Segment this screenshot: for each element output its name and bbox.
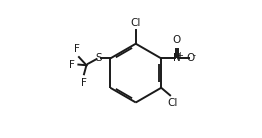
Text: F: F [69, 60, 75, 70]
Text: F: F [74, 44, 80, 54]
Text: -: - [193, 51, 196, 60]
Text: S: S [95, 53, 102, 63]
Text: Cl: Cl [130, 18, 141, 28]
Text: O: O [173, 35, 181, 45]
Text: +: + [177, 51, 183, 60]
Text: Cl: Cl [167, 98, 178, 108]
Text: N: N [173, 53, 181, 63]
Text: O: O [187, 53, 195, 63]
Text: F: F [81, 78, 87, 87]
